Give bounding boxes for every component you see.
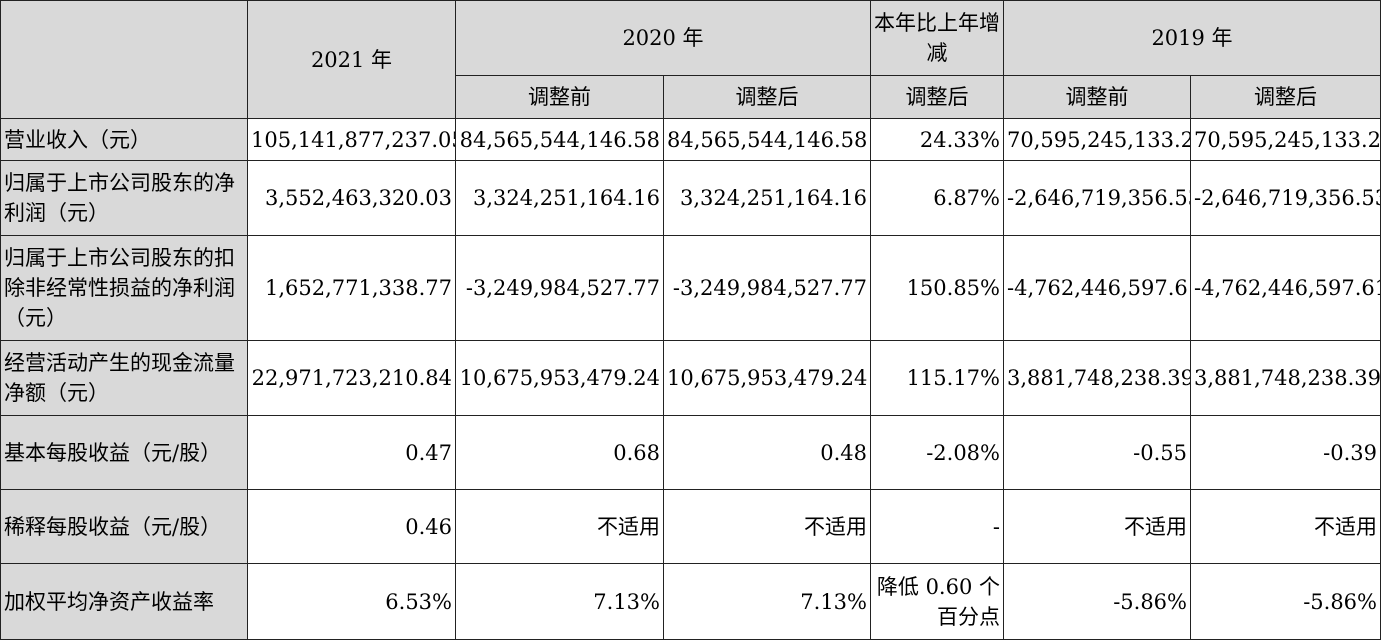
- value-cell: -2,646,719,356.53: [1190, 160, 1381, 236]
- value-cell: 降低 0.60 个百分点: [870, 563, 1004, 640]
- header-cell: 2020 年: [455, 0, 871, 76]
- subheader-cell: 调整后: [663, 75, 871, 119]
- value-cell: 0.68: [455, 415, 664, 490]
- row-label: 归属于上市公司股东的扣除非经常性损益的净利润（元）: [0, 235, 248, 341]
- value-cell: 150.85%: [870, 235, 1004, 341]
- value-cell: 3,324,251,164.16: [663, 160, 871, 236]
- value-cell: -: [870, 489, 1004, 564]
- value-cell: 3,324,251,164.16: [455, 160, 664, 236]
- value-cell: 70,595,245,133.28: [1190, 118, 1381, 161]
- subheader-row: 调整前 调整后 调整后 调整前 调整后: [1, 75, 1381, 119]
- value-cell: -4,762,446,597.61: [1190, 235, 1381, 341]
- value-cell: 0.46: [247, 489, 456, 564]
- subheader-cell: 调整前: [1003, 75, 1191, 119]
- value-cell: 115.17%: [870, 340, 1004, 416]
- value-cell: 84,565,544,146.58: [455, 118, 664, 161]
- header-cell: 2021 年: [247, 0, 456, 119]
- value-cell: 不适用: [455, 489, 664, 564]
- value-cell: 0.48: [663, 415, 871, 490]
- row-label: 营业收入（元）: [0, 118, 248, 161]
- header-row: 2021 年 2020 年 本年比上年增减 2019 年: [0, 0, 1381, 119]
- data-row: 基本每股收益（元/股） 0.47 0.68 0.48 -2.08% -0.55 -0.39: [0, 415, 1381, 490]
- value-cell: -5.86%: [1003, 563, 1191, 640]
- value-cell: -0.55: [1003, 415, 1191, 490]
- value-cell: 22,971,723,210.84: [247, 340, 456, 416]
- corner-cell: [0, 0, 248, 119]
- header-cell: 2019 年: [1003, 0, 1381, 76]
- value-cell: -3,249,984,527.77: [663, 235, 871, 341]
- data-row: 营业收入（元） 105,141,877,237.05 84,565,544,146.…: [0, 118, 1381, 161]
- value-cell: 6.87%: [870, 160, 1004, 236]
- value-cell: -0.39: [1190, 415, 1381, 490]
- value-cell: 70,595,245,133.28: [1003, 118, 1191, 161]
- value-cell: -4,762,446,597.61: [1003, 235, 1191, 341]
- data-row: 归属于上市公司股东的扣除非经常性损益的净利润（元） 1,652,771,338.7…: [0, 235, 1381, 341]
- data-row: 加权平均净资产收益率 6.53% 7.13% 7.13% 降低 0.60 个百分点 -5.…: [0, 563, 1381, 640]
- row-label: 归属于上市公司股东的净利润（元）: [0, 160, 248, 236]
- row-label: 经营活动产生的现金流量净额（元）: [0, 340, 248, 416]
- value-cell: 10,675,953,479.24: [455, 340, 664, 416]
- value-cell: 3,881,748,238.39: [1003, 340, 1191, 416]
- value-cell: 3,552,463,320.03: [247, 160, 456, 236]
- row-label: 基本每股收益（元/股）: [0, 415, 248, 490]
- value-cell: 84,565,544,146.58: [663, 118, 871, 161]
- value-cell: -2.08%: [870, 415, 1004, 490]
- header-cell: 本年比上年增减: [870, 0, 1004, 76]
- value-cell: 105,141,877,237.05: [247, 118, 456, 161]
- value-cell: 不适用: [1190, 489, 1381, 564]
- value-cell: -2,646,719,356.53: [1003, 160, 1191, 236]
- value-cell: 24.33%: [870, 118, 1004, 161]
- value-cell: 0.47: [247, 415, 456, 490]
- value-cell: 10,675,953,479.24: [663, 340, 871, 416]
- value-cell: 3,881,748,238.39: [1190, 340, 1381, 416]
- value-cell: -3,249,984,527.77: [455, 235, 664, 341]
- row-label: 加权平均净资产收益率: [0, 563, 248, 640]
- subheader-cell: 调整后: [870, 75, 1004, 119]
- value-cell: 不适用: [663, 489, 871, 564]
- data-row: 经营活动产生的现金流量净额（元） 22,971,723,210.84 10,675,…: [0, 340, 1381, 416]
- row-label: 稀释每股收益（元/股）: [0, 489, 248, 564]
- data-row: 稀释每股收益（元/股） 0.46 不适用 不适用 - 不适用 不适用: [0, 489, 1381, 564]
- value-cell: 7.13%: [663, 563, 871, 640]
- subheader-cell: 调整后: [1190, 75, 1381, 119]
- value-cell: 不适用: [1003, 489, 1191, 564]
- value-cell: -5.86%: [1190, 563, 1381, 640]
- subheader-cell: 调整前: [455, 75, 664, 119]
- value-cell: 7.13%: [455, 563, 664, 640]
- value-cell: 6.53%: [247, 563, 456, 640]
- data-row: 归属于上市公司股东的净利润（元） 3,552,463,320.03 3,324,25…: [0, 160, 1381, 236]
- value-cell: 1,652,771,338.77: [247, 235, 456, 341]
